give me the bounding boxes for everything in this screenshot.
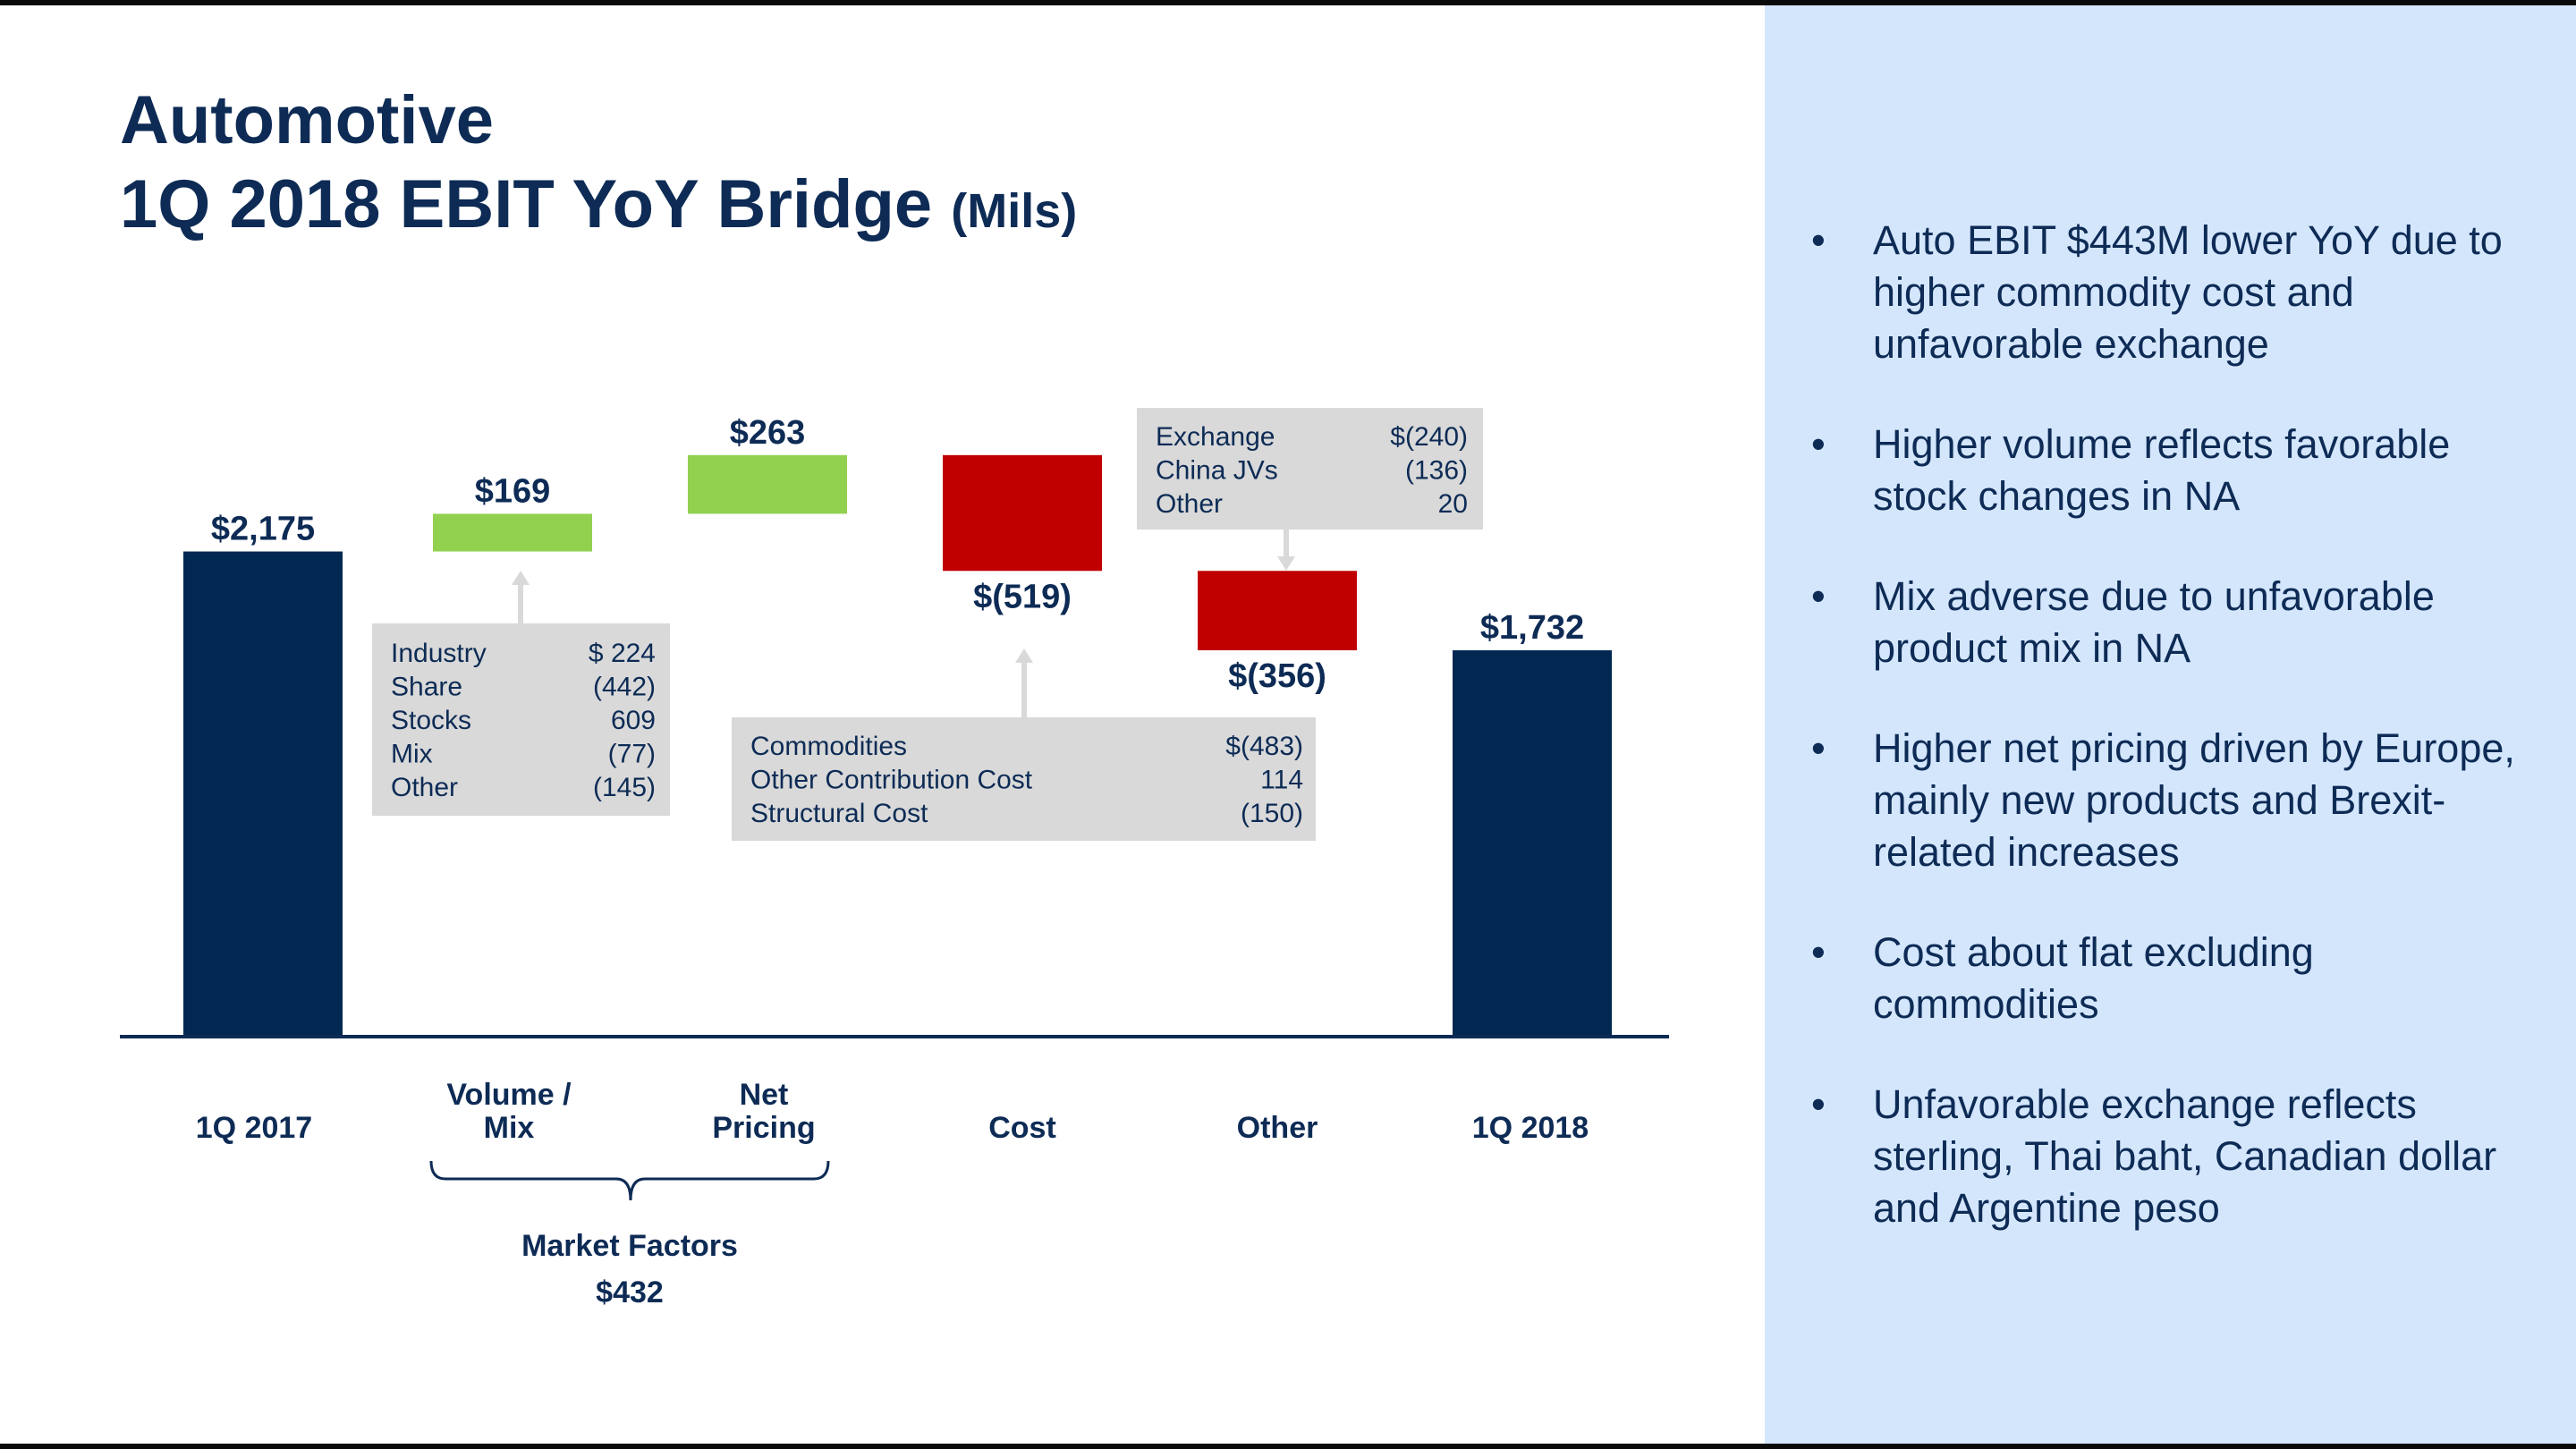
bullet-dot-icon: • xyxy=(1811,217,1826,263)
group-value: $432 xyxy=(596,1275,664,1309)
bar-increase xyxy=(433,513,592,552)
bullet-text: Unfavorable exchange reflects sterling, … xyxy=(1873,1081,2497,1231)
commentary-bullet: • Higher volume reflects favorable stock … xyxy=(1811,419,2545,522)
callout-row-value: $(483) xyxy=(1225,732,1303,761)
bullet-dot-icon: • xyxy=(1811,725,1826,771)
category-label: 1Q 2017 xyxy=(196,1111,312,1145)
arrowhead-icon xyxy=(1277,556,1295,571)
commentary-bullet: • Unfavorable exchange reflects sterling,… xyxy=(1811,1079,2545,1234)
category-label: Cost xyxy=(988,1111,1056,1145)
callout-row-label: Other Contribution Cost xyxy=(750,766,1033,795)
bottom-border xyxy=(0,1444,2576,1449)
callout-box xyxy=(1137,408,1483,530)
bullet-text: Cost about flat excluding commodities xyxy=(1873,929,2314,1027)
callout-row-label: Mix xyxy=(391,740,433,769)
callout-row-label: Commodities xyxy=(750,732,907,761)
bar-value-label: $1,732 xyxy=(1480,609,1584,647)
category-label: 1Q 2018 xyxy=(1472,1111,1589,1145)
bar-increase xyxy=(688,454,847,514)
callout-row-value: (145) xyxy=(593,773,656,802)
callout-row-value: 114 xyxy=(1260,766,1303,795)
callout-row-value: $ 224 xyxy=(589,639,656,668)
bullet-text: Mix adverse due to unfavorable product m… xyxy=(1873,573,2435,671)
callout-box xyxy=(372,623,670,816)
commentary-bullet: • Auto EBIT $443M lower YoY due to higher… xyxy=(1811,215,2545,370)
category-label: Other xyxy=(1237,1111,1318,1145)
callout-row-label: Structural Cost xyxy=(750,799,928,828)
callout-row-value: $(240) xyxy=(1390,422,1468,452)
callout-row-value: (150) xyxy=(1241,799,1303,828)
title-line-1: Automotive xyxy=(120,82,494,158)
top-border xyxy=(0,0,2576,5)
callout-row-label: Other xyxy=(391,773,458,802)
callout-row-label: Share xyxy=(391,673,462,702)
commentary-bullet: • Mix adverse due to unfavorable product … xyxy=(1811,571,2545,674)
bar-value-label: $(356) xyxy=(1228,657,1326,695)
callout-row-label: Stocks xyxy=(391,706,471,735)
page-title: Automotive 1Q 2018 EBIT YoY Bridge (Mils… xyxy=(120,79,1077,253)
bullet-text: Higher net pricing driven by Europe, mai… xyxy=(1873,725,2515,875)
title-line-2: 1Q 2018 EBIT YoY Bridge (Mils) xyxy=(120,163,1077,253)
bullet-text: Higher volume reflects favorable stock c… xyxy=(1873,421,2451,519)
commentary-bullet: • Higher net pricing driven by Europe, ma… xyxy=(1811,723,2545,878)
bullet-dot-icon: • xyxy=(1811,573,1826,619)
arrowhead-icon xyxy=(1015,648,1033,663)
bullet-text: Auto EBIT $443M lower YoY due to higher … xyxy=(1873,217,2503,367)
arrowhead-icon xyxy=(512,571,530,585)
callout-row-label: Industry xyxy=(391,639,487,668)
bullet-dot-icon: • xyxy=(1811,929,1826,975)
callout-row-value: 609 xyxy=(611,706,656,735)
market-factors-bracket xyxy=(429,1160,830,1201)
bar-total xyxy=(183,551,343,1037)
callout-box xyxy=(732,717,1316,841)
callout-row-value: 20 xyxy=(1438,489,1468,519)
waterfall-chart: $2,175 $169 $263 $(519) $(356) $1,732 1Q 2017 V… xyxy=(120,408,1669,1309)
title-unit: (Mils) xyxy=(951,184,1078,238)
commentary-bullet: • Cost about flat excluding commodities xyxy=(1811,927,2545,1030)
callout-row-label: Exchange xyxy=(1156,422,1275,452)
category-label: Volume / Mix xyxy=(446,1078,572,1145)
bullet-dot-icon: • xyxy=(1811,1081,1826,1127)
bar-value-label: $2,175 xyxy=(211,511,315,548)
category-label: Net Pricing xyxy=(712,1078,815,1145)
bar-decrease xyxy=(943,454,1102,572)
bar-value-label: $263 xyxy=(730,414,806,452)
callout-row-label: Other xyxy=(1156,489,1223,519)
callout-row-value: (442) xyxy=(593,673,656,702)
callout-row-value: (77) xyxy=(608,740,656,769)
bar-value-label: $169 xyxy=(475,472,551,510)
bar-value-label: $(519) xyxy=(973,578,1072,615)
bullet-dot-icon: • xyxy=(1811,421,1826,467)
callout-row-label: China JVs xyxy=(1156,456,1278,486)
commentary-bullets: • Auto EBIT $443M lower YoY due to higher… xyxy=(1811,215,2545,1283)
bar-total xyxy=(1453,650,1612,1037)
bar-decrease xyxy=(1198,571,1357,651)
callout-row-value: (136) xyxy=(1405,456,1468,486)
title-main: 1Q 2018 EBIT YoY Bridge xyxy=(120,166,933,242)
commentary-panel xyxy=(1765,5,2576,1444)
group-label: Market Factors xyxy=(521,1229,738,1263)
